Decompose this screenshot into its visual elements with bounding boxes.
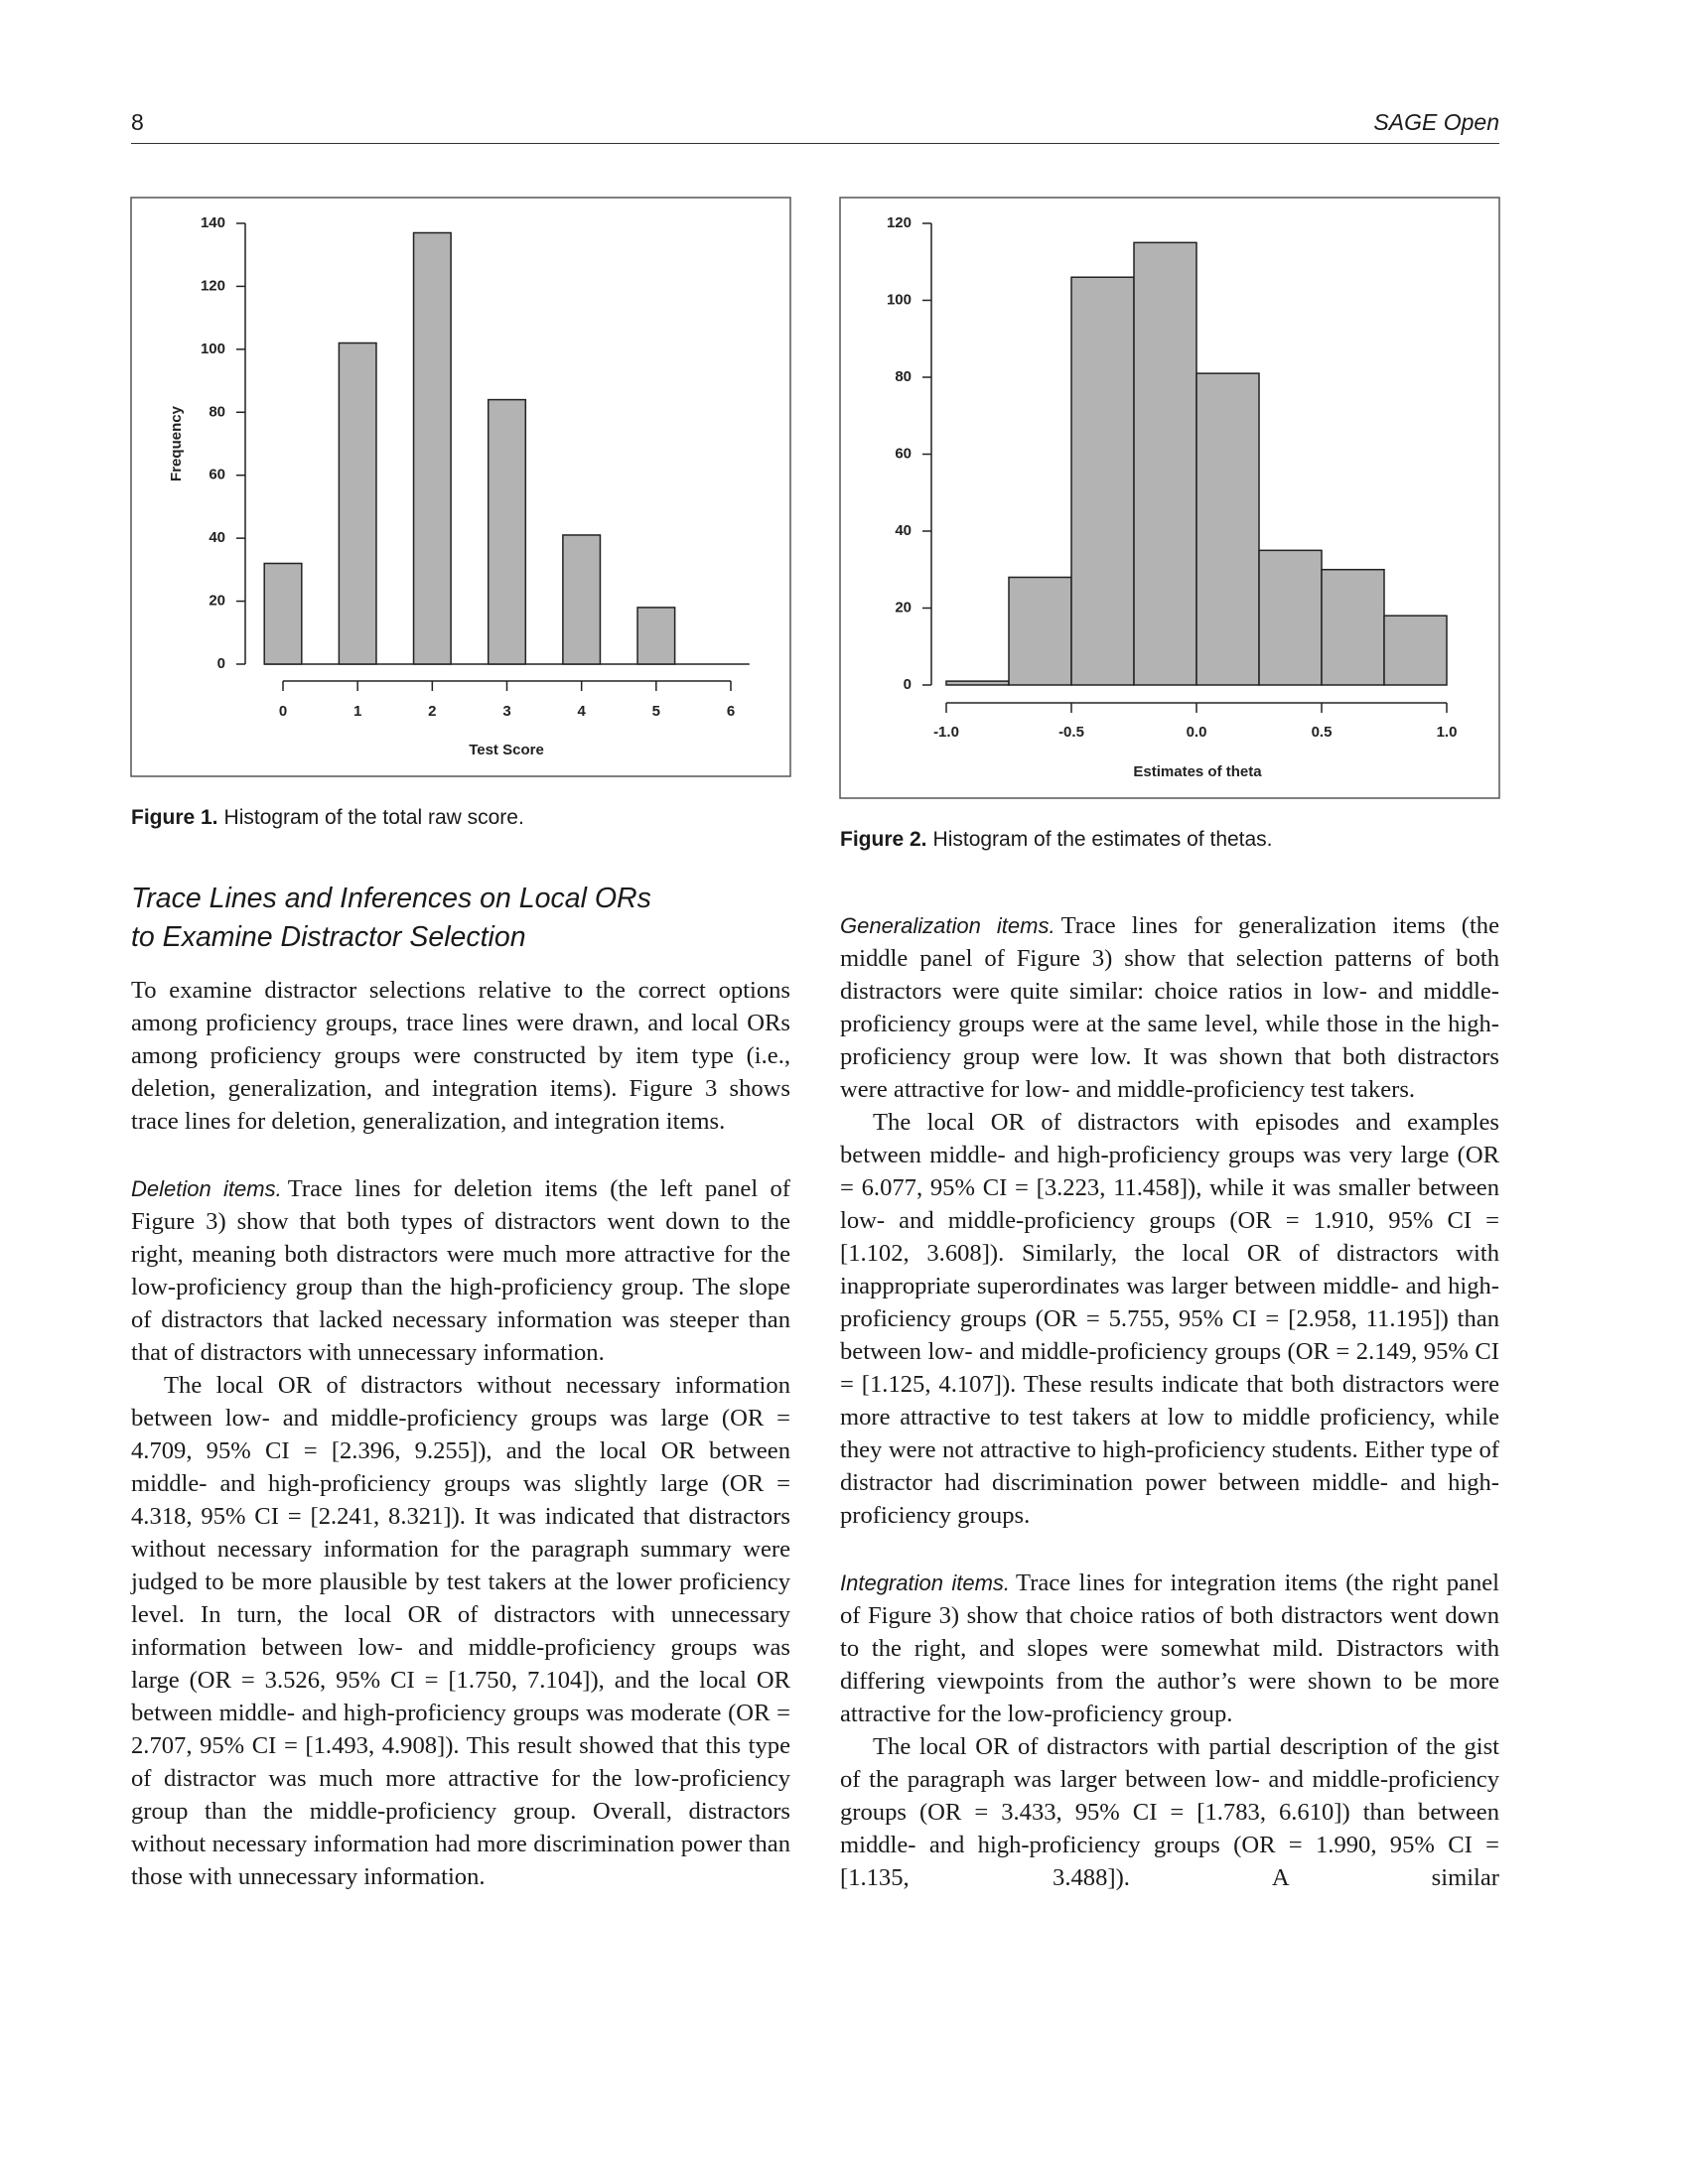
figure-caption: Figure 1. Histogram of the total raw scor… [131,806,524,830]
paragraph: Deletion items. Trace lines for deletion … [131,1172,790,1369]
x-tick-label: 6 [727,703,735,720]
histogram-bar [1196,372,1260,686]
run-in-heading: Deletion items. [131,1176,282,1201]
y-tick-label: 0 [904,676,912,693]
bar [338,341,377,665]
caption-text: Histogram of the estimates of thetas. [932,828,1273,851]
header-rule [131,143,1499,144]
y-axis-label: Frequency [168,405,185,481]
run-in-heading: Generalization items. [840,913,1055,938]
y-tick-label: 100 [201,341,225,357]
x-tick-label: 2 [428,703,436,720]
y-tick-label: 80 [209,403,225,420]
x-tick-label: 4 [577,703,586,720]
right-column: Generalization items. Trace lines for gen… [840,909,1499,1894]
figure-frame [839,197,1500,799]
y-tick-label: 60 [209,467,225,483]
bar [487,398,527,665]
bar [412,231,452,665]
x-tick-label: -0.5 [1058,724,1084,741]
x-axis-label: Test Score [469,742,544,758]
caption-text: Histogram of the total raw score. [223,806,524,829]
y-tick-label: 60 [895,445,912,462]
paragraph: The local OR of distractors with episode… [840,1106,1499,1532]
paragraph: The local OR of distractors with partial… [840,1730,1499,1894]
run-in-heading: Integration items. [840,1570,1011,1595]
left-column: To examine distractor selections relativ… [131,974,790,1893]
paragraph: To examine distractor selections relativ… [131,974,790,1138]
x-axis-label: Estimates of theta [1133,763,1262,780]
x-tick-label: 5 [652,703,660,720]
y-tick-label: 100 [887,291,912,308]
heading-line: Trace Lines and Inferences on Local ORs [131,883,651,914]
section-heading: Trace Lines and Inferences on Local ORs … [131,880,826,957]
y-tick-label: 20 [895,599,912,615]
histogram-bar [1133,241,1197,686]
x-tick-label: 3 [502,703,510,720]
bar [562,534,602,665]
page-number: 8 [131,109,144,135]
heading-line: to Examine Distractor Selection [131,921,526,953]
bar [636,607,676,665]
histogram-bar [1383,614,1448,686]
x-tick-label: 0.5 [1312,724,1333,741]
paragraph: The local OR of distractors without nece… [131,1369,790,1893]
x-tick-label: 1.0 [1437,724,1458,741]
y-tick-label: 40 [895,522,912,539]
histogram-bar [1258,549,1323,686]
paragraph: Generalization items. Trace lines for gen… [840,909,1499,1106]
journal-name: SAGE Open [1373,109,1499,135]
y-tick-label: 80 [895,368,912,385]
y-tick-label: 120 [887,214,912,231]
histogram-bar [945,680,1010,686]
x-tick-label: 0 [279,703,287,720]
y-tick-label: 140 [201,214,225,231]
x-tick-label: 0.0 [1187,724,1207,741]
paragraph-text: Trace lines for deletion items (the left… [131,1175,790,1366]
paragraph-text: To examine distractor selections relativ… [131,977,790,1135]
y-tick-label: 0 [217,655,225,672]
paragraph-text: Trace lines for generalization items (th… [840,912,1499,1103]
histogram-bar [1321,569,1385,686]
figures: 0 20 40 60 80 100 120 140 0 1 2 3 4 5 6 Test Score Frequ… [130,197,1500,799]
y-tick-label: 120 [201,277,225,294]
y-tick-label: 40 [209,529,225,546]
bar [263,562,303,665]
y-tick-label: 20 [209,593,225,610]
paragraph-text: The local OR of distractors without nece… [131,1372,790,1890]
histogram-bar [1070,276,1135,686]
figure-frame [130,197,791,777]
figure-caption: Figure 2. Histogram of the estimates of t… [840,828,1273,852]
paragraph-text: The local OR of distractors with partial… [840,1733,1499,1891]
paragraph-text: Trace lines for integration items (the r… [840,1570,1500,1727]
caption-label: Figure 2. [840,828,927,851]
paragraph-text: The local OR of distractors with episode… [840,1109,1499,1529]
paragraph: Integration items. Trace lines for integr… [840,1567,1499,1730]
x-tick-label: 1 [353,703,361,720]
histogram-bar [1008,576,1072,686]
caption-label: Figure 1. [131,806,218,829]
x-tick-label: -1.0 [933,724,959,741]
